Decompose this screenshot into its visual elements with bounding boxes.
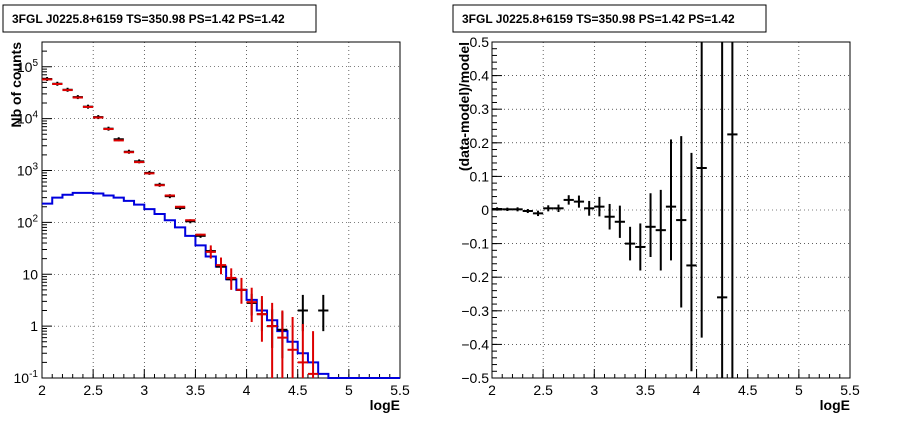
right-title-box — [452, 4, 767, 33]
left-plot-marks — [42, 77, 400, 379]
left-x-tick-label: 4 — [243, 382, 251, 398]
left-y-tick-label: 104 — [17, 110, 39, 127]
right-y-tick-label: 0 — [481, 202, 489, 218]
right-x-axis-label: logE — [820, 397, 850, 413]
right-x-tick-label: 4 — [693, 382, 701, 398]
right-plot-marks — [492, 42, 738, 378]
left-x-tick-label: 3 — [140, 382, 148, 398]
left-x-tick-label: 5 — [345, 382, 353, 398]
right-x-tick-label: 5.5 — [840, 382, 860, 398]
right-grid — [492, 42, 850, 378]
right-y-tick-label: 0.2 — [470, 135, 490, 151]
right-y-tick-label: 0.3 — [470, 101, 490, 117]
left-x-tick-label: 2.5 — [83, 382, 103, 398]
left-x-tick-label: 4.5 — [288, 382, 308, 398]
left-title-box — [2, 4, 317, 33]
left-grid — [42, 42, 400, 378]
left-y-axis-label: Nb of counts — [8, 42, 24, 128]
left-y-tick-label: 103 — [17, 162, 39, 179]
right-y-tick-label: −0.5 — [461, 370, 489, 386]
left-y-tick-label: 102 — [17, 213, 39, 230]
right-x-tick-label: 2.5 — [533, 382, 553, 398]
left-spectrum-panel: 2 2.5 3 3.5 4 4.5 5 5.5 10-1 1 10 102 103 104 105 3FGL… — [2, 4, 410, 413]
right-y-tick-label: −0.1 — [461, 236, 489, 252]
right-y-tick-label: −0.2 — [461, 269, 489, 285]
component-step-line — [42, 191, 400, 379]
right-x-tick-label: 3.5 — [636, 382, 656, 398]
right-chart-title: 3FGL J0225.8+6159 TS=350.98 PS=1.42 PS=1… — [462, 12, 735, 26]
right-y-tick-label: −0.3 — [461, 303, 489, 319]
right-y-tick-label: 0.5 — [470, 34, 490, 50]
left-x-tick-label: 2 — [38, 382, 46, 398]
left-axis-ticks: 2 2.5 3 3.5 4 4.5 5 5.5 10-1 1 10 102 103 104 105 — [14, 50, 410, 398]
left-y-tick-label: 1 — [30, 318, 38, 334]
left-x-axis-label: logE — [370, 397, 400, 413]
right-axis-ticks: 2 2.5 3 3.5 4 4.5 5 5.5 0.5 0.4 0.3 0.2 0.1 0 −0.1 −0.2… — [461, 34, 860, 398]
right-y-axis-label: (data-model)/model — [456, 42, 472, 171]
right-y-tick-label: 0.1 — [470, 168, 490, 184]
right-residual-panel: 2 2.5 3 3.5 4 4.5 5 5.5 0.5 0.4 0.3 0.2 0.1 0 −0.1 −0.2… — [452, 4, 860, 413]
right-x-tick-label: 3 — [590, 382, 598, 398]
left-y-tick-label: 105 — [17, 58, 39, 75]
right-x-tick-label: 2 — [488, 382, 496, 398]
right-x-tick-label: 5 — [795, 382, 803, 398]
right-y-tick-label: 0.4 — [470, 68, 490, 84]
left-plot-frame — [41, 41, 401, 379]
left-x-tick-label: 3.5 — [186, 382, 206, 398]
left-chart-title: 3FGL J0225.8+6159 TS=350.98 PS=1.42 PS=1… — [12, 12, 285, 26]
left-y-tick-label: 10-1 — [14, 369, 39, 386]
left-y-tick-label: 10 — [22, 266, 38, 282]
left-x-tick-label: 5.5 — [390, 382, 410, 398]
right-x-tick-label: 4.5 — [738, 382, 758, 398]
right-y-tick-label: −0.4 — [461, 336, 489, 352]
